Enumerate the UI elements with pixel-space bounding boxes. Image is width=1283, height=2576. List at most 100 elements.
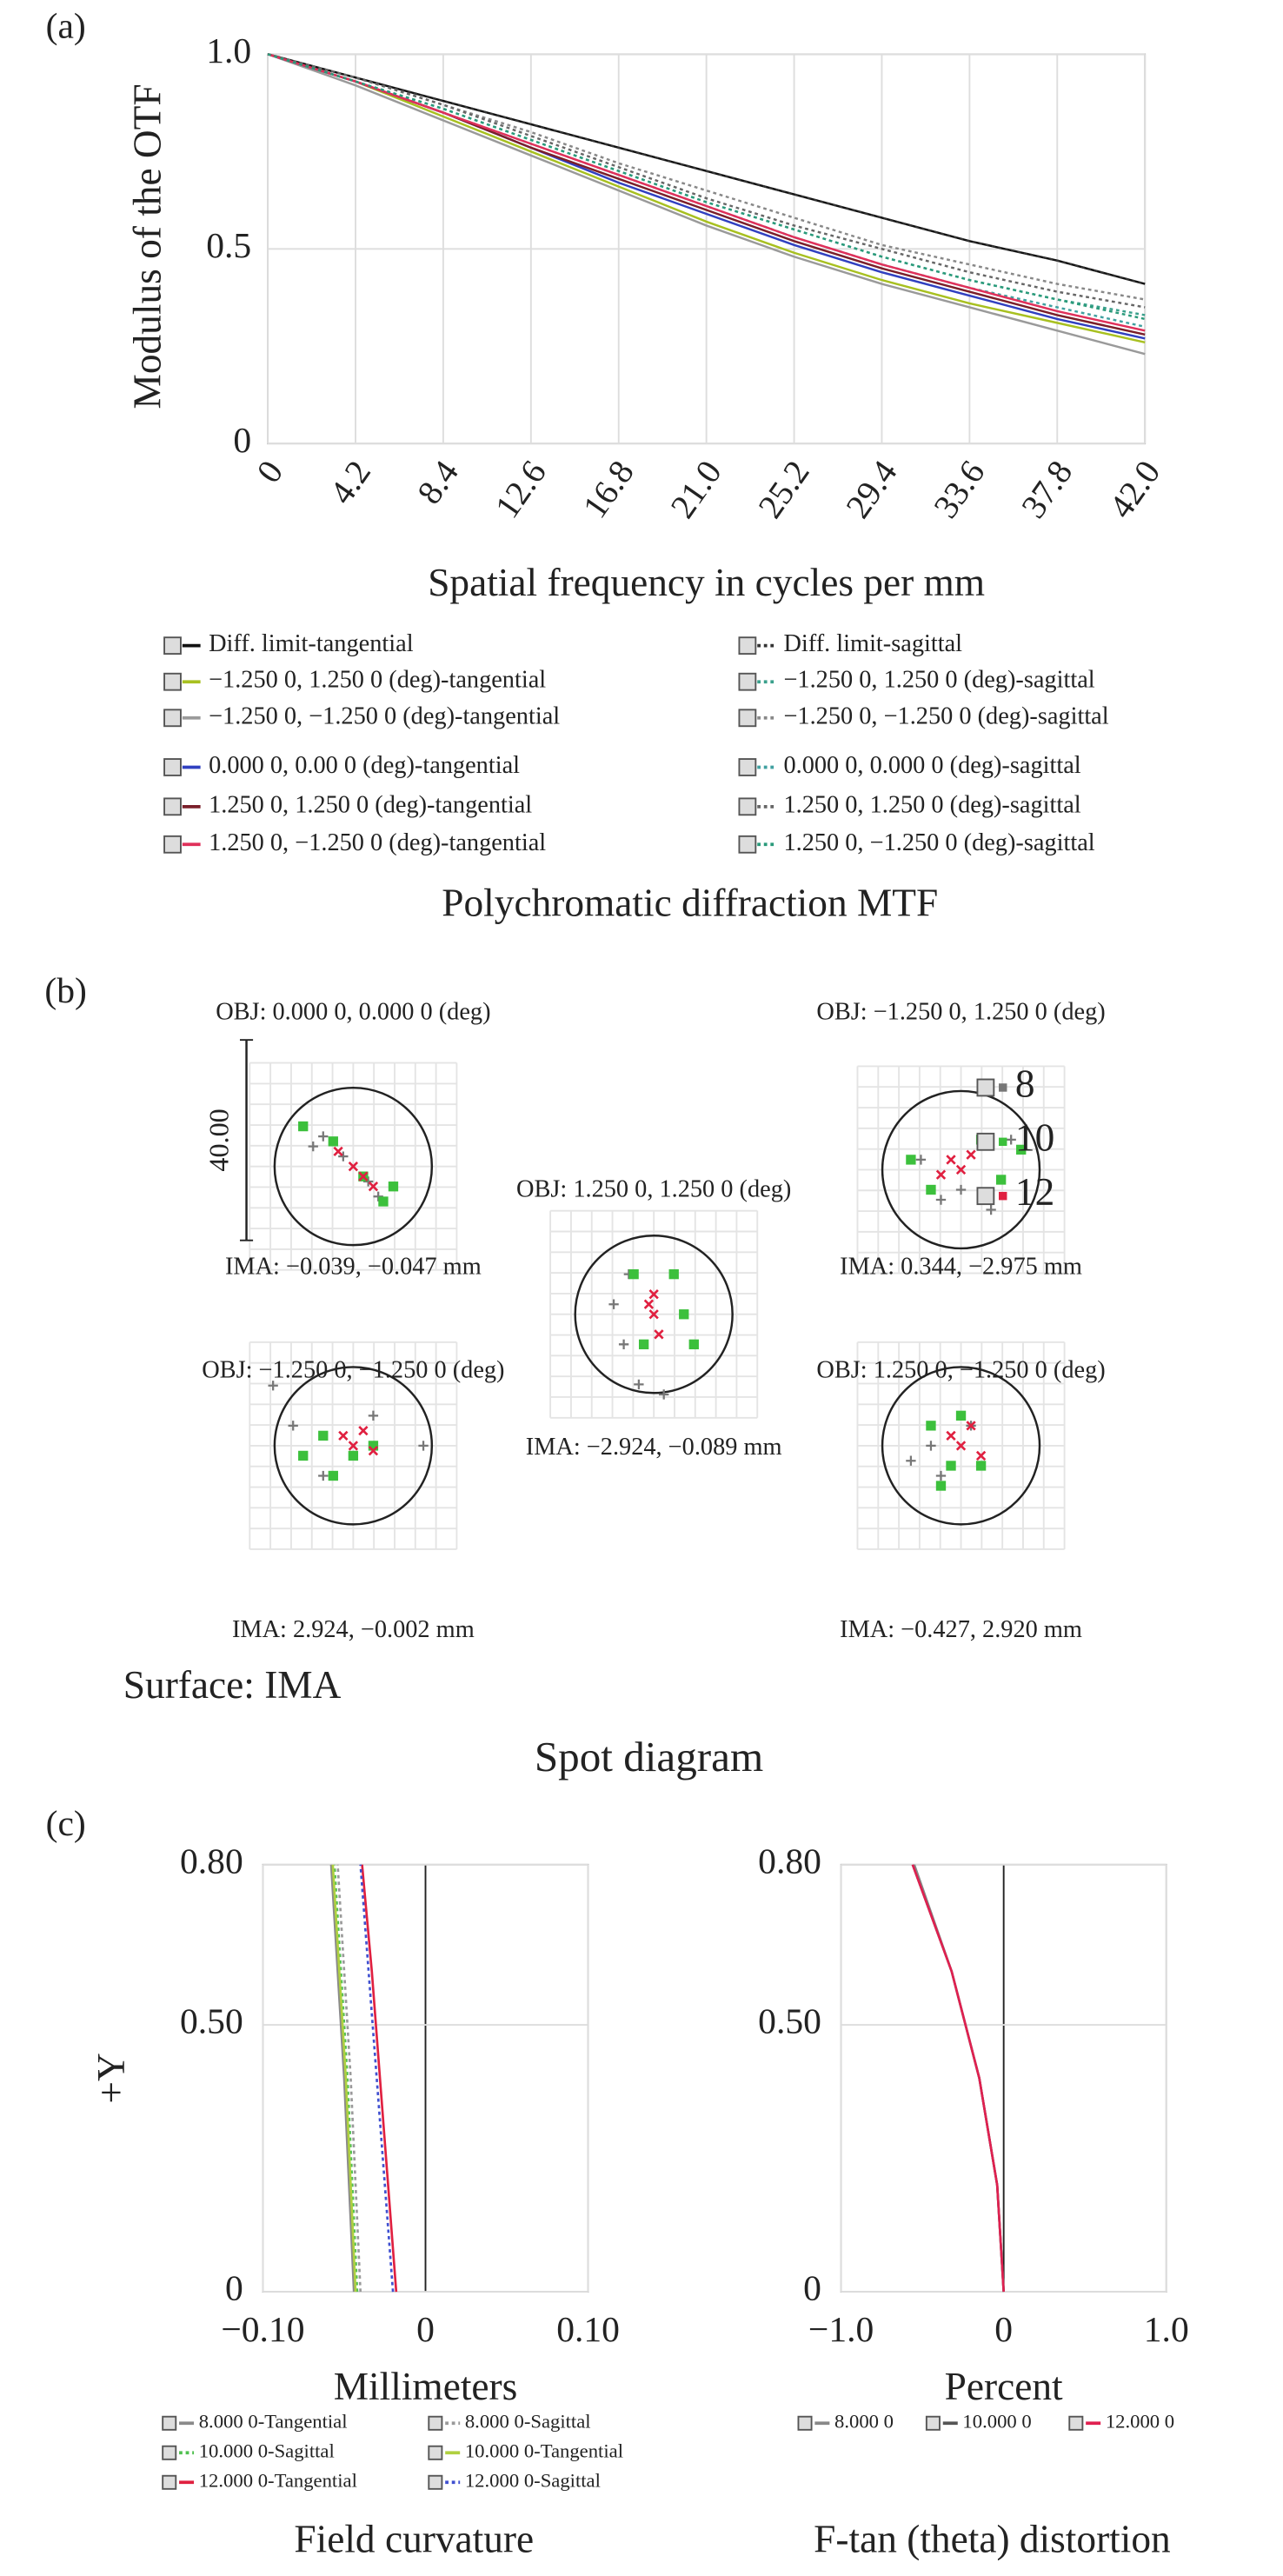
legend-swatch: [999, 1191, 1007, 1201]
spot-point: [955, 1164, 967, 1175]
x-tick-label: 4.2: [322, 454, 378, 511]
x-tick-label: 21.0: [663, 454, 729, 525]
legend-icon: [428, 2415, 443, 2431]
spot-point: [328, 1136, 338, 1147]
legend-label: 0.000 0, 0.000 0 (deg)-sagittal: [783, 752, 1080, 779]
legend-label: 1.250 0, 1.250 0 (deg)-sagittal: [783, 791, 1080, 818]
spot-point: [318, 1430, 329, 1441]
spot-point: [368, 1446, 379, 1456]
spot-point: [906, 1455, 916, 1466]
spot-point: [348, 1450, 359, 1461]
spot-point: [288, 1421, 298, 1431]
x-axis-label: Percent: [945, 2365, 1063, 2408]
field-obj-label: OBJ: 1.250 0, 1.250 0 (deg): [516, 1176, 791, 1203]
spot-point: [634, 1379, 644, 1390]
spot-point: [966, 1149, 976, 1160]
spot-point: [955, 1410, 967, 1421]
spot-point: [338, 1151, 349, 1162]
spot-point: [628, 1268, 639, 1280]
legend-icon: [925, 2415, 941, 2431]
legend-icon: [163, 758, 182, 776]
spot-point: [935, 1195, 947, 1205]
chart-title: F-tan (theta) distortion: [814, 2518, 1171, 2561]
spot-point: [935, 1470, 947, 1481]
curve-line: [333, 1864, 359, 2293]
legend-label: 1.250 0, −1.250 0 (deg)-sagittal: [783, 829, 1094, 856]
legend-label: 1.250 0, 1.250 0 (deg)-tangential: [209, 791, 532, 818]
spot-point: [333, 1146, 343, 1157]
airy-disk: [273, 1086, 434, 1247]
spot-point: [668, 1268, 679, 1280]
mtf-line: [267, 53, 1146, 343]
spot-point: [946, 1461, 956, 1471]
legend-label: −1.250 0, 1.250 0 (deg)-sagittal: [783, 667, 1094, 694]
x-tick-label: 29.4: [839, 454, 905, 525]
spot-point: [955, 1441, 967, 1451]
legend-icon: [976, 1078, 995, 1097]
spot-point: [268, 1381, 278, 1391]
spot-point: [995, 1175, 1007, 1185]
field-ima-label: IMA: 2.924, −0.002 mm: [232, 1616, 475, 1643]
mtf-line: [267, 53, 1146, 309]
x-tick-label: 42.0: [1101, 454, 1167, 525]
spot-point: [688, 1339, 699, 1349]
scale-label: 40.00: [203, 1108, 235, 1171]
spot-point: [308, 1141, 318, 1152]
panel-label: (c): [46, 1803, 86, 1844]
spot-point: [946, 1430, 956, 1441]
y-tick-label: 0.5: [206, 225, 251, 265]
y-axis-label: Modulus of the OTF: [125, 83, 169, 409]
spot-point: [1016, 1144, 1027, 1155]
spot-point: [362, 1176, 374, 1187]
spot-point: [618, 1339, 629, 1349]
legend-icon: [162, 2474, 177, 2490]
legend-label: 10.000 0: [962, 2410, 1031, 2432]
spot-point: [654, 1329, 664, 1340]
spot-point: [966, 1421, 976, 1431]
mtf-line: [267, 53, 1146, 321]
panel-label: (b): [44, 970, 86, 1011]
spot-point: [358, 1171, 369, 1181]
legend-label: −1.250 0, 1.250 0 (deg)-tangential: [209, 667, 546, 694]
surface-label: Surface: IMA: [123, 1663, 342, 1707]
field-obj-label: OBJ: −1.250 0, −1.250 0 (deg): [202, 1356, 504, 1383]
legend-label: 8.000 0-Sagittal: [465, 2410, 591, 2432]
chart-title: Spot diagram: [535, 1733, 763, 1781]
legend-icon: [738, 835, 757, 854]
spot-point: [358, 1425, 369, 1436]
legend-icon: [163, 636, 182, 656]
legend-icon: [428, 2474, 443, 2490]
spot-point: [648, 1289, 659, 1300]
field-ima-label: IMA: −2.924, −0.089 mm: [526, 1434, 782, 1461]
spot-point: [906, 1155, 916, 1165]
spot-point: [643, 1299, 655, 1309]
y-axis-label: +Y: [90, 2053, 133, 2103]
legend-icon: [797, 2415, 813, 2431]
spot-point: [915, 1155, 927, 1165]
legend-label: 12: [1015, 1170, 1054, 1214]
spot-point: [1006, 1135, 1016, 1145]
x-axis-label: Spatial frequency in cycles per mm: [428, 561, 985, 604]
spot-point: [348, 1162, 359, 1172]
x-tick-label: 8.4: [410, 454, 467, 511]
spot-point: [986, 1204, 996, 1215]
x-axis-label: Millimeters: [334, 2365, 518, 2408]
legend-label: 0.000 0, 0.00 0 (deg)-tangential: [209, 752, 520, 779]
legend-label: 1.250 0, −1.250 0 (deg)-tangential: [209, 829, 546, 856]
mtf-line: [267, 53, 1146, 332]
x-tick-label: 0.10: [556, 2309, 620, 2349]
field-obj-label: OBJ: −1.250 0, 1.250 0 (deg): [816, 998, 1105, 1025]
legend-icon: [976, 1132, 995, 1151]
spot-point: [368, 1441, 379, 1451]
legend-label: 8.000 0-Tangential: [199, 2410, 348, 2432]
legend-icon: [976, 1187, 995, 1206]
spot-point: [418, 1441, 429, 1451]
x-tick-label: 0: [249, 454, 290, 489]
spot-point: [975, 1461, 987, 1471]
x-tick-label: 0: [994, 2309, 1013, 2349]
legend-label: 12.000 0: [1106, 2410, 1174, 2432]
airy-disk: [881, 1366, 1041, 1526]
field-obj-label: OBJ: 0.000 0, 0.000 0 (deg): [216, 998, 490, 1025]
y-tick-label: 0.50: [180, 2001, 243, 2041]
